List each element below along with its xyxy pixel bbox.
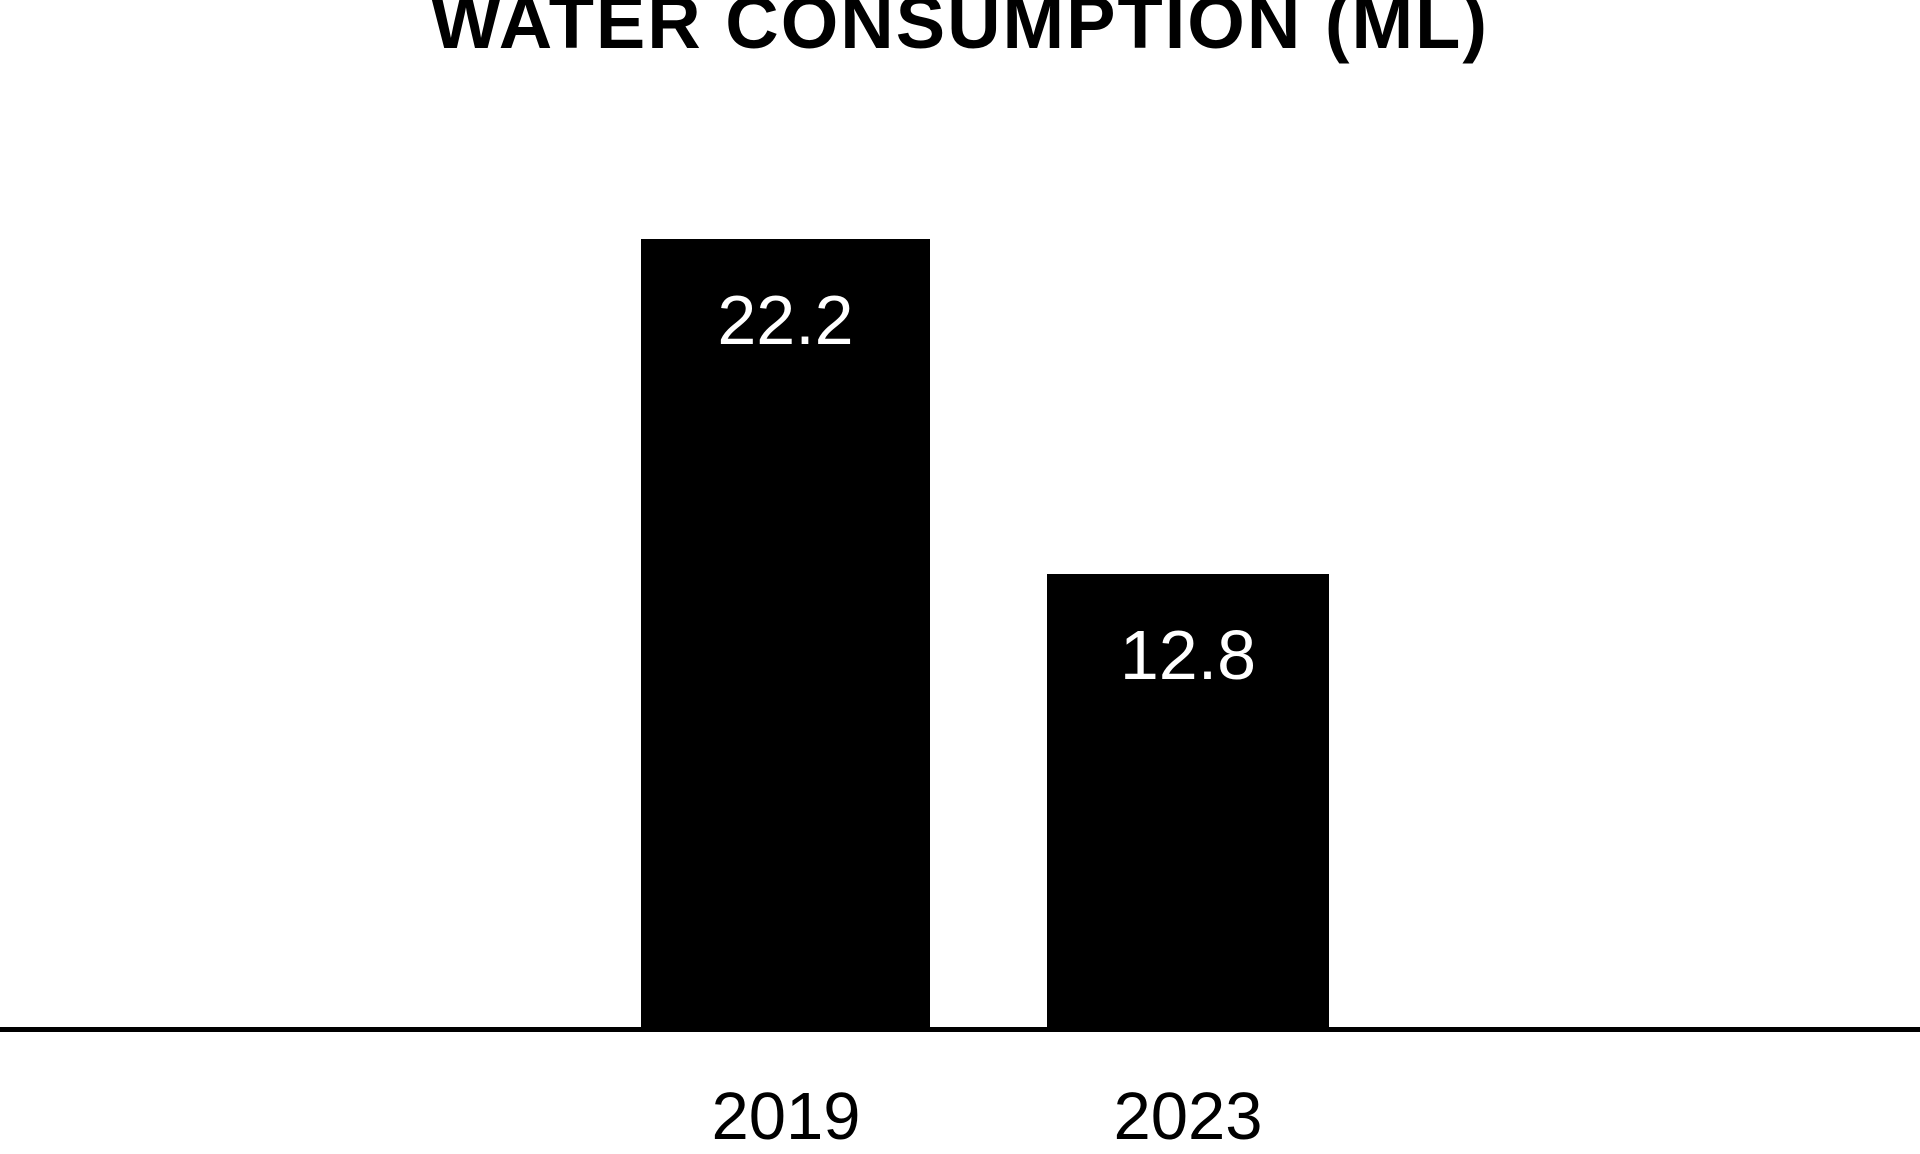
bar-value-label-2019: 22.2 bbox=[717, 281, 854, 359]
bar-2019: 22.2 bbox=[641, 239, 930, 1031]
x-tick-label-2019: 2019 bbox=[711, 1079, 861, 1154]
bar-2023: 12.8 bbox=[1047, 574, 1329, 1031]
x-axis-line bbox=[0, 1027, 1920, 1032]
x-tick-label-2023: 2023 bbox=[1113, 1079, 1263, 1154]
bar-value-label-2023: 12.8 bbox=[1119, 616, 1257, 694]
chart-title: WATER CONSUMPTION (ML) bbox=[431, 0, 1489, 64]
